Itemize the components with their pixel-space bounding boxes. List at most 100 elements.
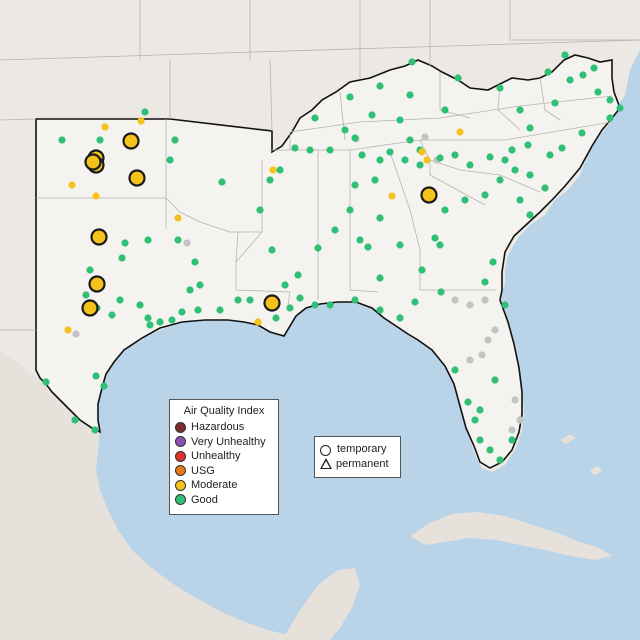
monitor-site-marker[interactable] [174,236,182,244]
monitor-site-marker[interactable] [58,136,66,144]
monitor-site-marker[interactable] [341,126,349,134]
monitor-site-marker[interactable] [406,91,414,99]
monitor-site-marker[interactable] [286,304,294,312]
monitor-site-marker[interactable] [496,84,504,92]
monitor-site-marker[interactable] [356,236,364,244]
monitor-site-marker[interactable] [234,296,242,304]
monitor-site-marker[interactable] [416,161,424,169]
monitor-site-marker[interactable] [590,64,598,72]
monitor-site-marker[interactable] [358,151,366,159]
monitor-site-marker[interactable] [368,111,376,119]
monitor-site-marker[interactable] [326,301,334,309]
monitor-site-marker[interactable] [516,196,524,204]
monitor-site-marker[interactable] [566,76,574,84]
monitor-site-marker[interactable] [464,398,472,406]
monitor-site-marker[interactable] [186,286,194,294]
monitor-site-marker[interactable] [508,146,516,154]
monitor-site-marker[interactable] [551,99,559,107]
monitor-site-marker[interactable] [100,382,108,390]
monitor-site-marker[interactable] [122,132,140,150]
monitor-site-marker[interactable] [216,306,224,314]
monitor-site-marker[interactable] [478,351,486,359]
monitor-site-marker[interactable] [466,301,474,309]
monitor-site-marker[interactable] [82,291,90,299]
monitor-site-marker[interactable] [72,330,80,338]
monitor-site-marker[interactable] [616,104,624,112]
monitor-site-marker[interactable] [118,254,126,262]
monitor-site-marker[interactable] [196,281,204,289]
monitor-site-marker[interactable] [386,148,394,156]
monitor-site-marker[interactable] [486,446,494,454]
monitor-site-marker[interactable] [108,311,116,319]
monitor-site-marker[interactable] [294,271,302,279]
monitor-site-marker[interactable] [476,406,484,414]
monitor-site-marker[interactable] [508,426,516,434]
monitor-site-marker[interactable] [508,436,516,444]
monitor-site-marker[interactable] [86,266,94,274]
monitor-site-marker[interactable] [194,306,202,314]
monitor-site-marker[interactable] [351,134,359,142]
monitor-site-marker[interactable] [364,243,372,251]
monitor-site-marker[interactable] [326,146,334,154]
monitor-site-marker[interactable] [418,148,426,156]
monitor-site-marker[interactable] [101,123,109,131]
monitor-site-marker[interactable] [306,146,314,154]
monitor-site-marker[interactable] [121,239,129,247]
monitor-site-marker[interactable] [546,151,554,159]
monitor-site-marker[interactable] [136,301,144,309]
monitor-site-marker[interactable] [351,181,359,189]
monitor-site-marker[interactable] [272,314,280,322]
monitor-site-marker[interactable] [431,234,439,242]
monitor-site-marker[interactable] [88,275,106,293]
monitor-site-marker[interactable] [411,298,419,306]
monitor-site-marker[interactable] [266,176,274,184]
monitor-site-marker[interactable] [437,288,445,296]
monitor-site-marker[interactable] [418,266,426,274]
monitor-site-marker[interactable] [331,226,339,234]
monitor-site-marker[interactable] [311,114,319,122]
monitor-site-marker[interactable] [137,117,145,125]
monitor-site-marker[interactable] [558,144,566,152]
monitor-site-marker[interactable] [178,308,186,316]
monitor-site-marker[interactable] [541,184,549,192]
monitor-site-marker[interactable] [441,106,449,114]
monitor-site-marker[interactable] [544,68,552,76]
monitor-site-marker[interactable] [92,372,100,380]
monitor-site-marker[interactable] [174,214,182,222]
monitor-site-marker[interactable] [526,171,534,179]
monitor-site-marker[interactable] [263,294,281,312]
monitor-site-marker[interactable] [578,129,586,137]
monitor-site-marker[interactable] [461,196,469,204]
monitor-site-marker[interactable] [276,166,284,174]
monitor-site-marker[interactable] [606,96,614,104]
monitor-site-marker[interactable] [168,316,176,324]
monitor-site-marker[interactable] [141,108,149,116]
monitor-site-marker[interactable] [376,214,384,222]
monitor-site-marker[interactable] [476,436,484,444]
monitor-site-marker[interactable] [579,71,587,79]
monitor-site-marker[interactable] [291,144,299,152]
monitor-site-marker[interactable] [406,136,414,144]
monitor-site-marker[interactable] [466,161,474,169]
monitor-site-marker[interactable] [218,178,226,186]
monitor-site-marker[interactable] [501,156,509,164]
monitor-site-marker[interactable] [376,156,384,164]
monitor-site-marker[interactable] [171,136,179,144]
monitor-site-marker[interactable] [396,314,404,322]
monitor-site-marker[interactable] [311,301,319,309]
monitor-site-marker[interactable] [456,128,464,136]
monitor-site-marker[interactable] [371,176,379,184]
monitor-site-marker[interactable] [516,106,524,114]
monitor-site-marker[interactable] [268,246,276,254]
monitor-site-marker[interactable] [524,141,532,149]
monitor-site-marker[interactable] [64,326,72,334]
monitor-site-marker[interactable] [451,151,459,159]
monitor-site-marker[interactable] [146,321,154,329]
monitor-site-marker[interactable] [346,206,354,214]
monitor-site-marker[interactable] [481,278,489,286]
monitor-site-marker[interactable] [501,301,509,309]
monitor-site-marker[interactable] [256,206,264,214]
monitor-site-marker[interactable] [116,296,124,304]
monitor-site-marker[interactable] [246,296,254,304]
